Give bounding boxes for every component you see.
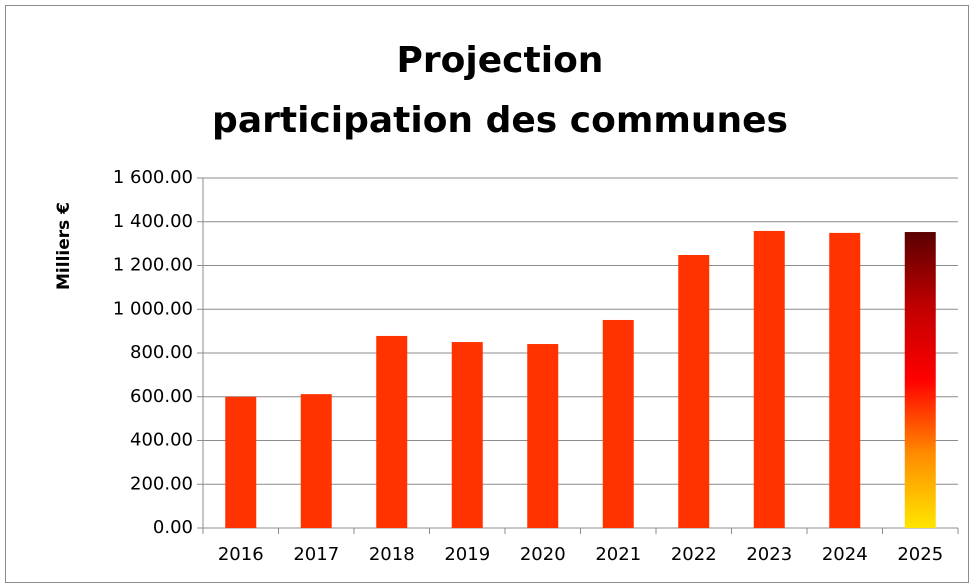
y-axis-label: Milliers € [54,202,74,290]
x-tick-label: 2018 [369,544,415,565]
bar [376,335,408,528]
y-tick-label: 800.00 [130,342,193,363]
bar [678,255,710,528]
y-tick-label: 1 000.00 [113,298,193,319]
bar [753,230,785,528]
chart-title: Projection [397,40,604,81]
chart-border [5,5,969,583]
bar [451,342,483,528]
y-tick-label: 600.00 [130,386,193,407]
y-tick-label: 400.00 [130,430,193,451]
y-tick-label: 0.00 [153,517,193,538]
bar [300,394,332,528]
x-tick-label: 2024 [822,544,868,565]
y-tick-label: 1 200.00 [113,255,193,276]
y-tick-label: 200.00 [130,473,193,494]
x-tick-label: 2020 [520,544,566,565]
x-tick-label: 2023 [746,544,792,565]
x-tick-label: 2016 [218,544,264,565]
bar [602,319,634,528]
chart-title: participation des communes [212,100,788,141]
x-tick-label: 2022 [671,544,717,565]
x-tick-label: 2025 [897,544,943,565]
bar [225,396,257,528]
y-tick-label: 1 400.00 [113,211,193,232]
x-tick-label: 2017 [293,544,339,565]
x-tick-label: 2019 [444,544,490,565]
bar [904,232,936,528]
bar [829,232,861,528]
x-tick-label: 2021 [595,544,641,565]
y-tick-label: 1 600.00 [113,167,193,188]
bar [527,344,559,528]
